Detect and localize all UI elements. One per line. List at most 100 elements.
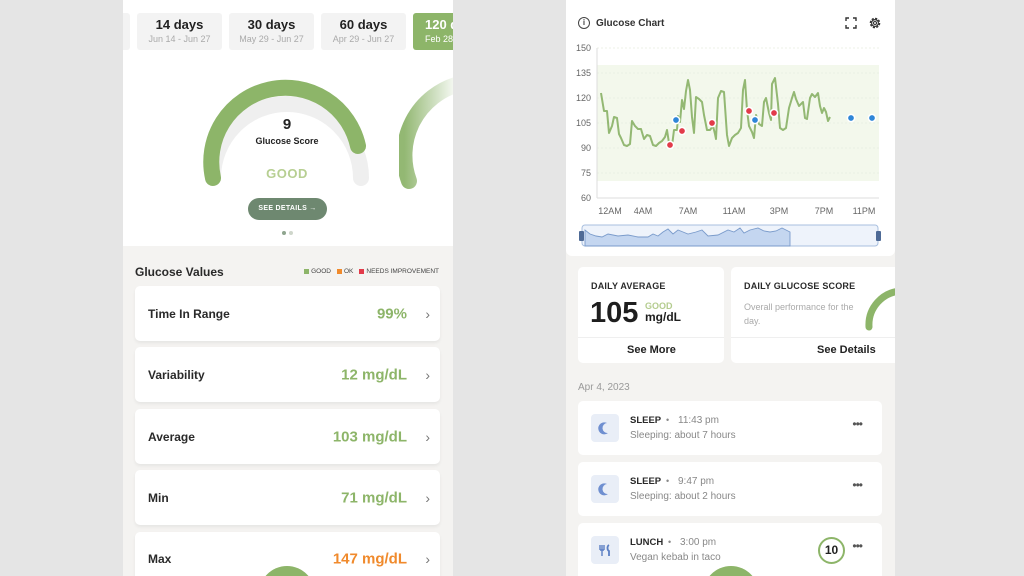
y-tick: 90 [581, 143, 591, 153]
floating-action-button[interactable] [703, 566, 759, 576]
event-row-sleep[interactable]: SLEEP • 11:43 pm Sleeping: about 7 hours… [578, 401, 882, 455]
legend-swatch-good [304, 269, 310, 274]
separator-dot: • [666, 476, 670, 486]
event-type: LUNCH [630, 537, 664, 548]
y-tick: 150 [576, 43, 591, 53]
glucose-score-value: 9 [282, 116, 292, 133]
range-tab-label: 120 d [425, 17, 453, 32]
moon-icon [591, 475, 619, 503]
range-tab-dates: Feb 28 - [425, 34, 453, 44]
metric-value: 103 mg/dL [332, 428, 407, 445]
metric-row-time-in-range[interactable]: Time In Range 99% › [135, 286, 440, 341]
carousel-page-dots [282, 231, 293, 235]
separator-dot: • [668, 537, 672, 547]
more-options-icon[interactable]: ••• [852, 478, 863, 492]
daily-score-description: Overall performance for the day. [744, 302, 854, 326]
chart-title: Glucose Chart [596, 18, 665, 29]
floating-action-button[interactable] [259, 566, 315, 576]
x-tick: 7PM [815, 206, 834, 216]
legend-label: NEEDS IMPROVEMENT [366, 268, 439, 275]
x-tick: 3PM [770, 206, 789, 216]
page-dot-active[interactable] [282, 231, 286, 235]
navigator-left-handle[interactable] [579, 231, 584, 241]
see-more-button[interactable]: See More [627, 344, 676, 356]
daily-average-value: 105 [590, 297, 639, 329]
daily-average-unit: mg/dL [645, 310, 681, 324]
metric-row-min[interactable]: Min 71 mg/dL › [135, 470, 440, 525]
range-tab-dates: May 29 - Jun 27 [239, 34, 304, 44]
chevron-right-icon: › [425, 428, 430, 445]
legend-label: GOOD [311, 268, 331, 275]
metric-value: 71 mg/dL [341, 489, 407, 506]
daily-average-title: DAILY AVERAGE [591, 281, 666, 291]
x-tick: 11AM [723, 206, 746, 216]
glucose-score-gauge: 9 Glucose Score GOOD [201, 68, 373, 188]
x-tick: 7AM [679, 206, 698, 216]
chevron-right-icon: › [425, 489, 430, 506]
chart-range-navigator[interactable] [578, 224, 883, 248]
more-options-icon[interactable]: ••• [852, 539, 863, 553]
daily-average-status: GOOD [645, 301, 673, 311]
separator-dot: • [666, 415, 670, 425]
legend-label: OK [344, 268, 354, 275]
range-tab-label: 14 days [155, 17, 204, 32]
event-time: 9:47 pm [678, 476, 715, 487]
metric-label: Max [148, 552, 172, 566]
y-tick: 120 [576, 93, 591, 103]
gear-icon[interactable] [868, 16, 882, 30]
next-gauge-preview[interactable] [396, 76, 453, 191]
gauge-arc [203, 79, 369, 186]
glucose-values-title: Glucose Values [135, 265, 224, 279]
metric-row-average[interactable]: Average 103 mg/dL › [135, 409, 440, 464]
meal-score-badge: 10 [818, 537, 845, 564]
legend-swatch-ok [337, 269, 342, 274]
chevron-right-icon: › [425, 366, 430, 383]
metric-value: 12 mg/dL [341, 366, 407, 383]
range-tab-dates: Apr 29 - Jun 27 [332, 34, 395, 44]
chevron-right-icon: › [425, 305, 430, 322]
metric-row-variability[interactable]: Variability 12 mg/dL › [135, 347, 440, 402]
event-description: Vegan kebab in taco [630, 552, 721, 563]
glucose-score-status: GOOD [266, 166, 308, 181]
navigator-right-handle[interactable] [876, 231, 881, 241]
x-tick: 4AM [634, 206, 653, 216]
fork-knife-icon [591, 536, 619, 564]
y-tick: 105 [576, 118, 591, 128]
range-tab-dates: Jun 14 - Jun 27 [148, 34, 211, 44]
y-tick: 135 [576, 68, 591, 78]
metric-value: 99% [376, 305, 407, 322]
chart-markers [665, 106, 877, 150]
moon-icon [591, 414, 619, 442]
event-time: 11:43 pm [678, 415, 719, 426]
y-tick: 75 [581, 168, 591, 178]
range-tab-label: 30 days [247, 17, 296, 32]
see-details-link[interactable]: See Details [817, 344, 876, 356]
metric-label: Variability [148, 367, 205, 382]
divider [578, 337, 724, 338]
metric-label: Time In Range [148, 306, 230, 321]
range-tab-30-days[interactable]: 30 days May 29 - Jun 27 [229, 13, 314, 50]
glucose-chart-card: i Glucose Chart 150 135 [566, 0, 895, 256]
info-icon[interactable]: i [578, 17, 590, 29]
event-row-sleep[interactable]: SLEEP • 9:47 pm Sleeping: about 2 hours … [578, 462, 882, 516]
page-dot[interactable] [289, 231, 293, 235]
more-options-icon[interactable]: ••• [852, 417, 863, 431]
event-description: Sleeping: about 7 hours [630, 430, 736, 441]
range-tab-120-days[interactable]: 120 d Feb 28 - [413, 13, 453, 50]
left-screen: 14 days Jun 14 - Jun 27 30 days May 29 -… [123, 0, 453, 576]
range-tab-partial[interactable] [123, 13, 130, 50]
daily-average-card: DAILY AVERAGE 105 GOOD mg/dL See More [578, 267, 724, 363]
range-tab-14-days[interactable]: 14 days Jun 14 - Jun 27 [137, 13, 222, 50]
glucose-line-chart[interactable]: 150 135 120 105 90 75 60 12AM 4AM 7AM 11… [566, 38, 895, 223]
range-tab-60-days[interactable]: 60 days Apr 29 - Jun 27 [321, 13, 406, 50]
fullscreen-icon[interactable] [845, 17, 857, 29]
metric-label: Average [148, 429, 195, 444]
metric-value: 147 mg/dL [332, 550, 407, 568]
see-details-button[interactable]: SEE DETAILS → [248, 198, 327, 220]
glucose-line [600, 77, 831, 147]
x-tick: 12AM [598, 206, 622, 216]
range-tab-label: 60 days [339, 17, 388, 32]
events-date: Apr 4, 2023 [578, 382, 630, 393]
chevron-right-icon: › [425, 551, 430, 567]
divider [731, 337, 895, 338]
